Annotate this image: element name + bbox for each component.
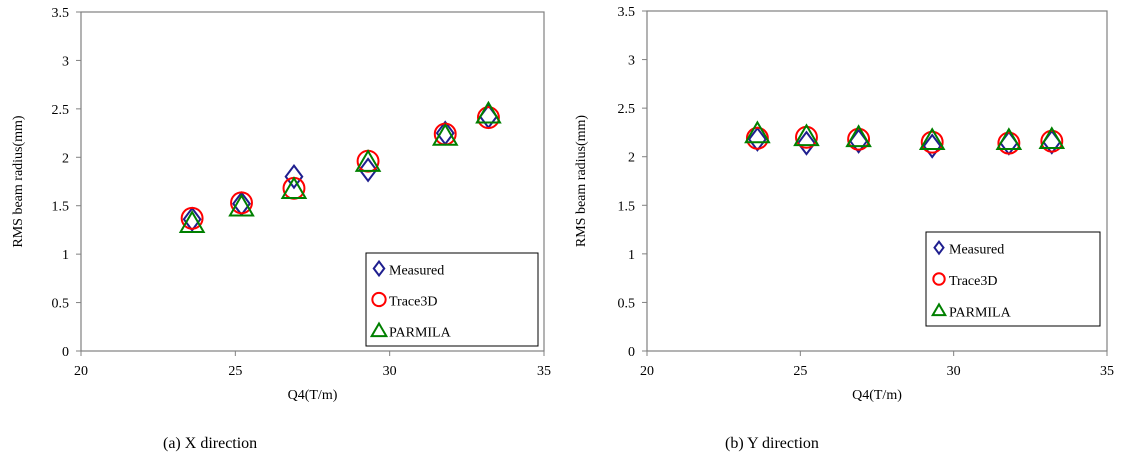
y-tick-label: 2.5 — [52, 103, 70, 118]
x-tick-label: 35 — [1100, 364, 1114, 379]
legend-label-trace3d: Trace3D — [949, 274, 997, 289]
legend-label-parmila: PARMILA — [389, 326, 452, 341]
chart-panel-y: 20 25 30 35 0 0.5 1 1.5 2 2.5 3 3.5 Q4(T/m) RMS beam … — [563, 0, 1127, 461]
data-point-trace3d — [920, 130, 944, 154]
data-point-measured — [358, 157, 378, 183]
x-tick-label: 25 — [228, 364, 242, 379]
series-trace3d — [745, 125, 1064, 155]
y-tick-label: 1 — [62, 248, 69, 263]
y-axis-title: RMS beam radius(mm) — [11, 115, 26, 248]
y-tick-label: 0 — [62, 345, 69, 360]
y-tick-label: 3 — [62, 54, 69, 69]
data-point-trace3d — [997, 131, 1021, 155]
y-tick-label: 0.5 — [52, 297, 70, 312]
chart-panel-x: 20 25 30 35 0 0.5 1 1.5 2 2.5 3 3.5 Q4(T/m) RMS beam … — [0, 0, 563, 461]
legend-marker-measured — [372, 259, 386, 278]
y-tick-label: 0.5 — [618, 296, 636, 311]
y-tick-label: 3.5 — [52, 6, 70, 21]
y-tick-label: 1.5 — [618, 199, 636, 214]
data-point-parmila — [228, 193, 255, 217]
legend-marker-parmila — [369, 321, 389, 338]
data-point-trace3d — [847, 127, 871, 151]
data-point-parmila — [280, 176, 308, 200]
data-point-trace3d — [230, 191, 253, 215]
y-axis-title: RMS beam radius(mm) — [574, 115, 589, 248]
x-tick-label: 20 — [640, 364, 654, 379]
data-point-parmila — [918, 127, 946, 150]
data-point-measured — [796, 130, 816, 156]
y-tick-label: 0 — [628, 345, 635, 360]
data-point-trace3d — [745, 126, 769, 150]
data-point-trace3d — [180, 206, 204, 230]
data-point-parmila — [793, 123, 820, 147]
y-tick-label: 2 — [628, 151, 635, 166]
data-point-parmila — [744, 120, 771, 144]
y-tick-label: 3.5 — [618, 5, 636, 20]
series-parmila — [178, 100, 502, 233]
data-point-trace3d — [476, 106, 500, 130]
data-point-measured — [182, 206, 202, 232]
data-point-parmila — [475, 100, 502, 124]
legend-marker-measured — [933, 240, 945, 256]
chart-x-direction: 20 25 30 35 0 0.5 1 1.5 2 2.5 3 3.5 Q4(T/m) RMS beam … — [11, 6, 551, 403]
legend-box — [925, 231, 1101, 327]
legend-label-trace3d: Trace3D — [389, 295, 437, 310]
data-point-parmila — [178, 210, 206, 233]
data-point-measured — [747, 126, 767, 152]
x-tick-label: 30 — [383, 364, 397, 379]
data-point-trace3d — [1040, 129, 1064, 153]
y-tick-label: 2 — [62, 151, 69, 166]
x-axis-title: Q4(T/m) — [288, 388, 338, 403]
caption-y-direction: (b) Y direction — [725, 435, 819, 452]
data-point-parmila — [354, 149, 382, 172]
legend-marker-parmila — [930, 302, 948, 317]
legend-marker-trace3d — [932, 272, 946, 286]
y-tick-label: 3 — [628, 54, 635, 69]
x-tick-label: 35 — [537, 364, 551, 379]
y-tick-label: 1 — [628, 248, 635, 263]
legend-label-measured: Measured — [949, 243, 1004, 258]
x-axis-title: Q4(T/m) — [852, 388, 902, 403]
data-point-measured — [284, 163, 304, 190]
data-point-parmila — [1038, 126, 1066, 150]
legend-label-measured: Measured — [389, 264, 444, 279]
legend-marker-trace3d — [371, 291, 387, 308]
y-tick-label: 2.5 — [618, 102, 636, 117]
data-point-parmila — [845, 124, 872, 148]
legend-label-parmila: PARMILA — [949, 305, 1012, 320]
chart-y-direction: 20 25 30 35 0 0.5 1 1.5 2 2.5 3 3.5 Q4(T/m) RMS beam … — [574, 5, 1114, 403]
caption-x-direction: (a) X direction — [163, 435, 258, 452]
legend-box — [365, 252, 539, 347]
data-point-parmila — [431, 122, 459, 146]
x-tick-label: 25 — [793, 364, 807, 379]
series-parmila — [744, 120, 1066, 150]
x-tick-label: 20 — [74, 364, 88, 379]
y-tick-label: 1.5 — [52, 200, 70, 215]
data-point-measured — [922, 133, 942, 159]
data-point-parmila — [995, 127, 1023, 150]
x-tick-label: 30 — [947, 364, 961, 379]
